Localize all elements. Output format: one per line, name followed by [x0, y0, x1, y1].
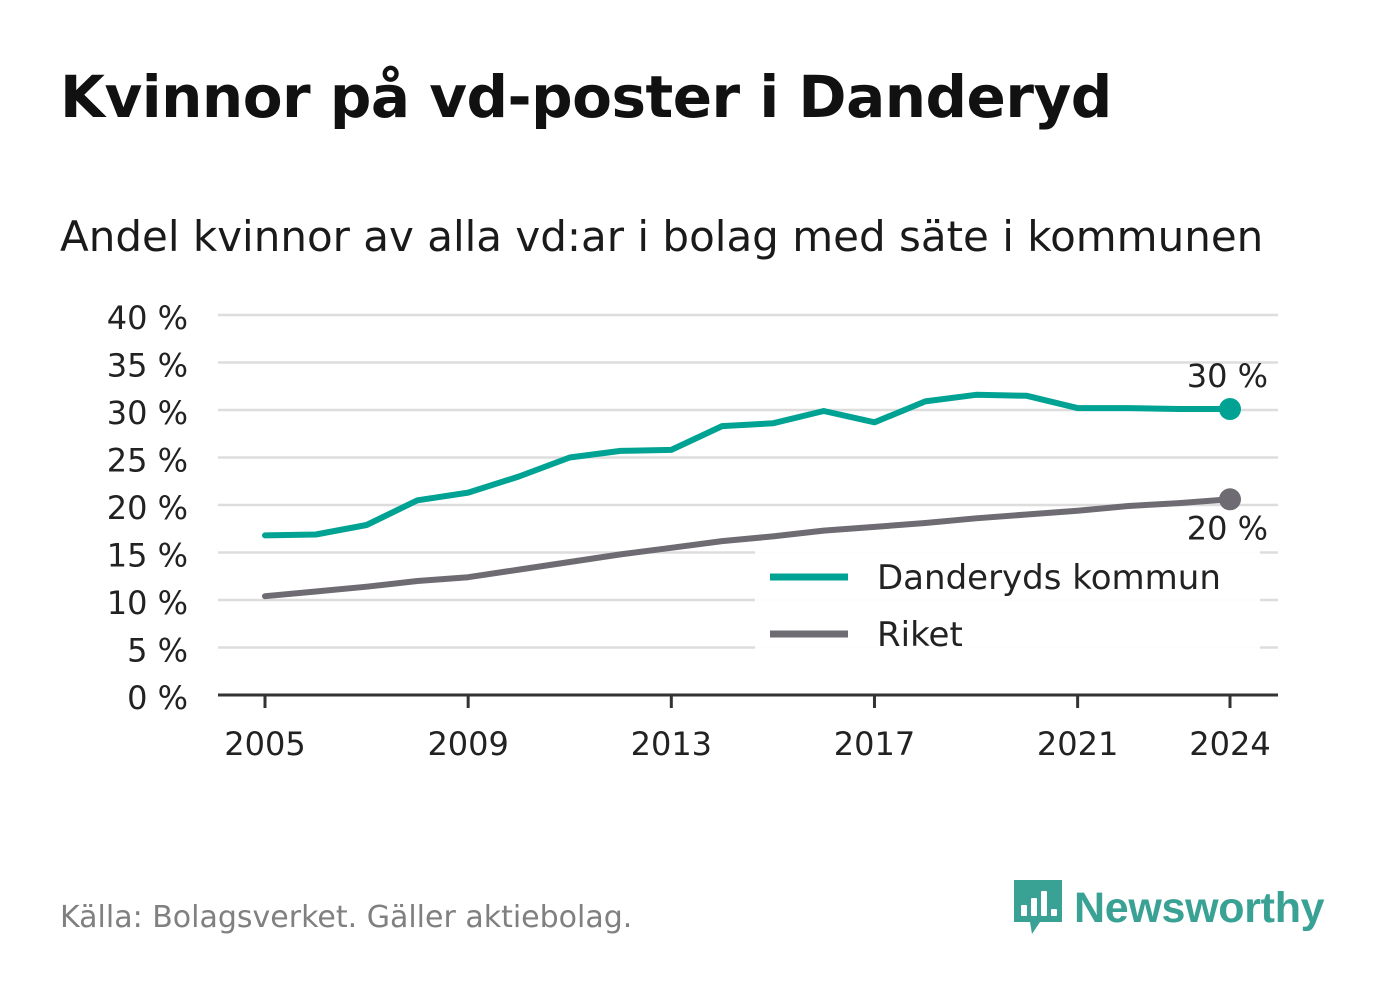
x-tick-label: 2017	[834, 725, 915, 763]
x-tick-label: 2024	[1189, 725, 1270, 763]
brand-name: Newsworthy	[1074, 883, 1325, 932]
y-tick-label: 20 %	[107, 489, 188, 527]
end-label-danderyd: 30 %	[1187, 357, 1268, 395]
data-point-danderyd	[871, 419, 877, 425]
data-point-danderyd	[1176, 406, 1182, 412]
legend-label-danderyd: Danderyds kommun	[877, 558, 1221, 598]
chart-subtitle: Andel kvinnor av alla vd:ar i bolag med …	[60, 212, 1264, 261]
data-point-riket	[1176, 500, 1182, 506]
y-tick-label: 10 %	[107, 584, 188, 622]
end-label-riket: 20 %	[1187, 509, 1268, 547]
x-tick-label: 2005	[224, 725, 305, 763]
newsworthy-logo: Newsworthy	[1012, 878, 1325, 938]
data-point-danderyd	[364, 522, 370, 528]
y-tick-label: 40 %	[107, 299, 188, 337]
y-tick-label: 35 %	[107, 347, 188, 385]
grid-lines	[218, 313, 1278, 649]
data-point-riket	[821, 528, 827, 534]
data-point-danderyd	[262, 532, 268, 538]
data-point-riket	[1024, 512, 1030, 518]
data-point-riket	[719, 538, 725, 544]
data-point-riket	[364, 584, 370, 590]
data-point-riket	[567, 559, 573, 565]
data-point-danderyd	[719, 423, 725, 429]
legend: Danderyds kommun Riket	[755, 550, 1260, 655]
data-point-danderyd	[770, 420, 776, 426]
data-point-danderyd	[1125, 405, 1131, 411]
data-point-danderyd	[313, 531, 319, 537]
data-point-riket	[668, 545, 674, 551]
data-point-danderyd	[668, 447, 674, 453]
data-point-riket	[516, 567, 522, 573]
data-point-riket	[1125, 503, 1131, 509]
data-point-riket	[618, 551, 624, 557]
x-tick-label: 2013	[631, 725, 712, 763]
data-point-riket	[770, 533, 776, 539]
data-point-danderyd	[414, 497, 420, 503]
data-point-danderyd	[465, 490, 471, 496]
data-point-riket	[313, 588, 319, 594]
y-tick-label: 5 %	[127, 632, 188, 670]
data-point-danderyd	[618, 448, 624, 454]
newsworthy-logo-icon	[1014, 880, 1062, 934]
data-point-riket	[262, 593, 268, 599]
series-line-danderyd	[262, 391, 1233, 539]
data-point-riket	[871, 524, 877, 530]
data-point-riket	[973, 515, 979, 521]
source-note: Källa: Bolagsverket. Gäller aktiebolag.	[60, 900, 633, 935]
data-point-danderyd	[516, 474, 522, 480]
x-tick-label: 2009	[427, 725, 508, 763]
end-point-riket	[1219, 488, 1241, 511]
legend-label-riket: Riket	[877, 615, 963, 655]
data-point-riket	[922, 520, 928, 526]
data-point-danderyd	[821, 408, 827, 414]
y-tick-label: 30 %	[107, 394, 188, 432]
x-tick-label: 2021	[1037, 725, 1118, 763]
series-line-riket	[262, 496, 1233, 600]
data-point-danderyd	[1075, 405, 1081, 411]
chart-title: Kvinnor på vd-poster i Danderyd	[60, 63, 1112, 131]
y-axis-tick-labels: 0 % 5 % 10 % 15 % 20 % 25 % 30 % 35 % 40 %	[107, 299, 188, 717]
data-point-danderyd	[1024, 393, 1030, 399]
y-tick-label: 25 %	[107, 442, 188, 480]
end-point-danderyd	[1219, 398, 1241, 421]
series-lines: 20 % 30 %	[262, 357, 1268, 600]
data-point-danderyd	[922, 398, 928, 404]
data-point-danderyd	[973, 392, 979, 398]
x-axis: 2005 2009 2013 2017 2021 2024	[218, 693, 1278, 763]
data-point-riket	[1075, 508, 1081, 514]
y-tick-label: 15 %	[107, 537, 188, 575]
data-point-danderyd	[567, 455, 573, 461]
data-point-riket	[465, 574, 471, 580]
data-point-riket	[414, 578, 420, 584]
y-tick-label: 0 %	[127, 679, 188, 717]
